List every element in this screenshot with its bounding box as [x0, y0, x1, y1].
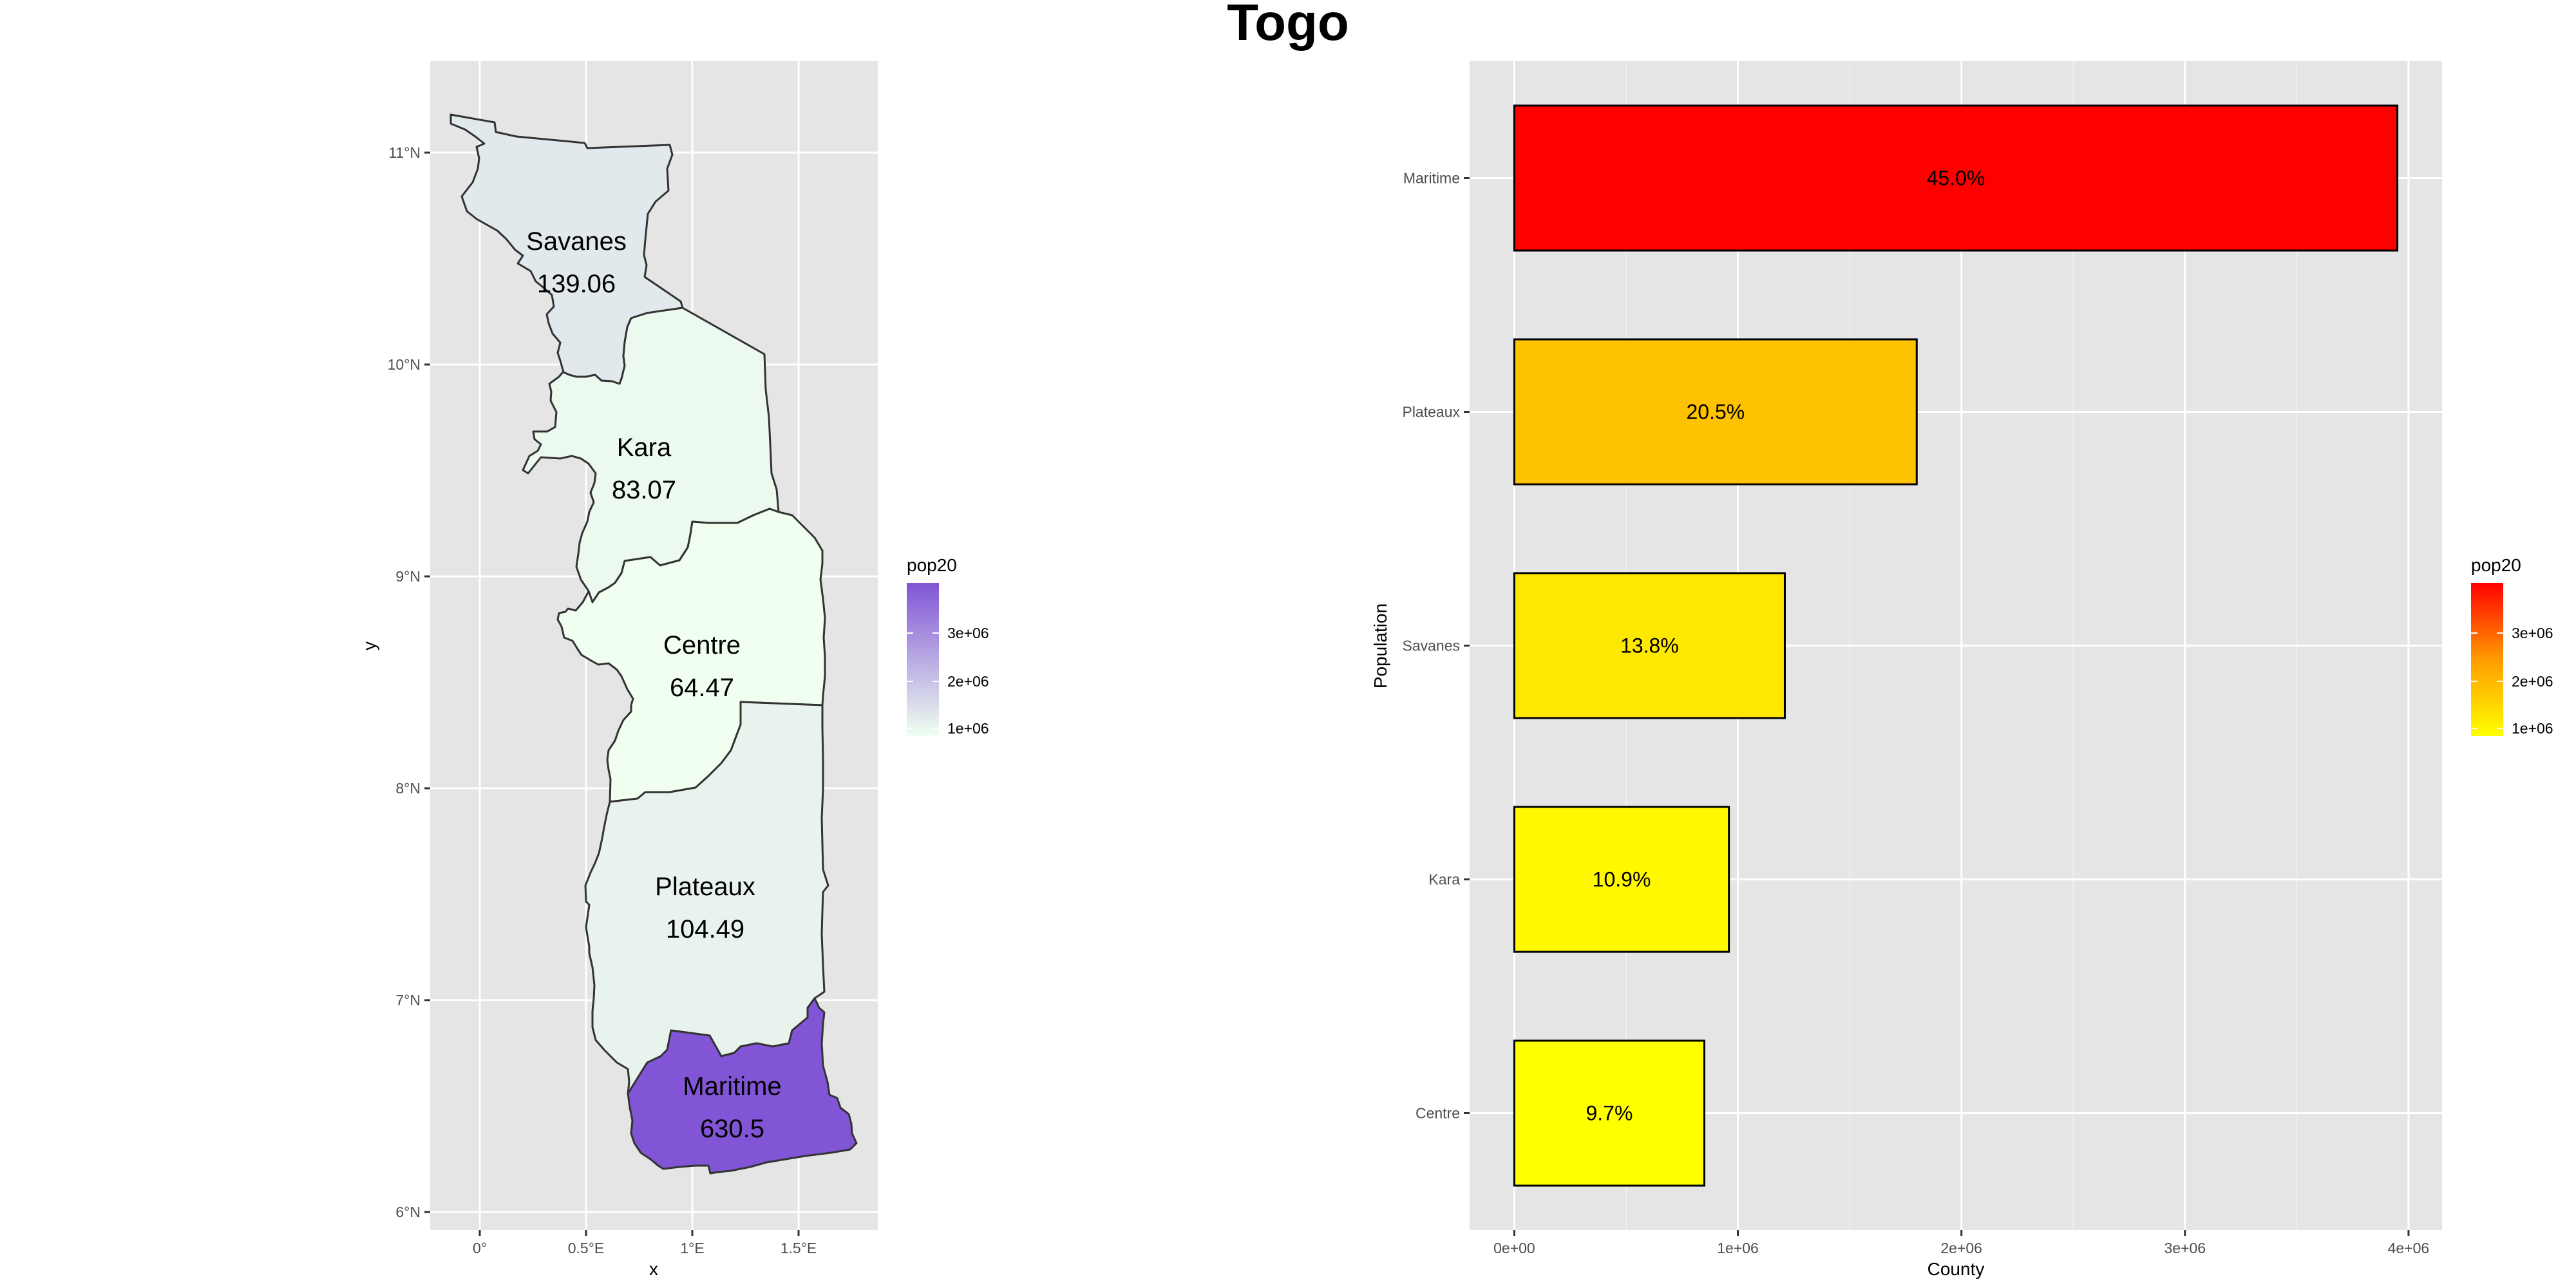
map-region-name-label: Kara	[617, 433, 672, 462]
map-chart: Savanes 139.06 Kara 83.07 Centre 64.47 Plateau…	[359, 61, 989, 1279]
map-x-tick-label: 0.5°E	[568, 1240, 605, 1256]
bar-x-tick-label: 1e+06	[1717, 1240, 1759, 1256]
bar-value-label: 9.7%	[1586, 1102, 1633, 1125]
bar-value-label: 20.5%	[1686, 401, 1745, 424]
map-y-axis: 6°N 7°N 8°N 9°N 10°N 11°N	[388, 144, 430, 1220]
map-legend-title: pop20	[907, 555, 957, 575]
map-region-name-label: Savanes	[526, 227, 627, 256]
legend-tick-label: 1e+06	[2512, 720, 2553, 737]
legend-tick-label: 3e+06	[947, 625, 989, 641]
bar-bars	[1513, 104, 2399, 1187]
bar-value-label: 13.8%	[1620, 634, 1679, 658]
legend-tick-label: 3e+06	[2512, 625, 2553, 641]
legend-tick-label: 1e+06	[947, 720, 989, 737]
map-legend: pop20 3e+06 2e+06 1e+06	[907, 555, 989, 737]
map-region-labels: Savanes 139.06 Kara 83.07 Centre 64.47 Plateau…	[526, 227, 782, 1143]
bar-maritime	[1513, 104, 2399, 252]
legend-tick-label: 2e+06	[2512, 673, 2553, 690]
map-y-tick-label: 10°N	[388, 356, 421, 373]
bar-value-label: 45.0%	[1927, 167, 1985, 190]
bar-savanes	[1513, 572, 1786, 719]
map-y-axis-title: y	[359, 641, 379, 650]
map-region-kara	[522, 307, 780, 603]
map-region-value-label: 64.47	[670, 674, 734, 702]
bar-x-tick-label: 4e+06	[2388, 1240, 2430, 1256]
legend-tick-label: 2e+06	[947, 673, 989, 690]
bar-y-axis: Maritime Plateaux Savanes Kara Centre	[1402, 170, 1470, 1122]
map-region-value-label: 83.07	[612, 476, 676, 504]
map-region-value-label: 139.06	[537, 270, 616, 298]
bar-x-tick-label: 2e+06	[1940, 1240, 1982, 1256]
map-x-tick-label: 0°	[473, 1240, 487, 1256]
map-region-value-label: 630.5	[700, 1115, 764, 1143]
bar-legend-colorbar	[2471, 583, 2503, 736]
page-title: Togo	[1227, 0, 1349, 51]
map-x-tick-label: 1°E	[680, 1240, 704, 1256]
bar-legend: pop20 3e+06 2e+06 1e+06	[2471, 555, 2553, 737]
bar-value-label: 10.9%	[1593, 868, 1651, 891]
map-x-axis: 0° 0.5°E 1°E 1.5°E	[473, 1230, 817, 1256]
map-y-tick-label: 7°N	[395, 992, 421, 1009]
bar-centre	[1513, 1039, 1705, 1187]
map-region-maritime	[627, 997, 858, 1175]
bar-y-tick-label: Savanes	[1402, 638, 1460, 654]
map-region-centre	[556, 507, 826, 803]
bar-x-tick-label: 3e+06	[2164, 1240, 2206, 1256]
bar-legend-title: pop20	[2471, 555, 2521, 575]
bar-chart: 45.0% 20.5% 13.8% 10.9% 9.7% 0e+00 1e+06 2e+06…	[1370, 61, 2553, 1279]
map-region-name-label: Plateaux	[655, 873, 755, 901]
bar-kara	[1513, 806, 1730, 953]
map-y-tick-label: 8°N	[395, 780, 421, 797]
bar-plateaux	[1513, 338, 1918, 486]
map-region-name-label: Maritime	[683, 1072, 781, 1101]
bar-y-tick-label: Centre	[1416, 1105, 1460, 1122]
bar-x-axis-title: County	[1927, 1259, 1985, 1279]
map-regions	[450, 113, 858, 1175]
bar-x-tick-label: 0e+00	[1493, 1240, 1535, 1256]
bar-value-labels: 45.0% 20.5% 13.8% 10.9% 9.7%	[1586, 167, 1985, 1125]
map-legend-colorbar	[907, 583, 939, 736]
map-y-tick-label: 11°N	[388, 144, 421, 161]
map-x-axis-title: x	[649, 1259, 658, 1279]
bar-y-tick-label: Plateaux	[1402, 404, 1460, 421]
map-y-tick-label: 9°N	[395, 568, 421, 585]
bar-y-tick-label: Maritime	[1403, 170, 1460, 187]
map-y-tick-label: 6°N	[395, 1204, 421, 1220]
bar-y-tick-label: Kara	[1428, 871, 1460, 888]
map-x-tick-label: 1.5°E	[781, 1240, 817, 1256]
bar-x-axis: 0e+00 1e+06 2e+06 3e+06 4e+06	[1493, 1230, 2429, 1256]
map-region-value-label: 104.49	[666, 915, 744, 943]
map-region-name-label: Centre	[663, 631, 741, 659]
bar-y-axis-title: Population	[1370, 603, 1390, 688]
